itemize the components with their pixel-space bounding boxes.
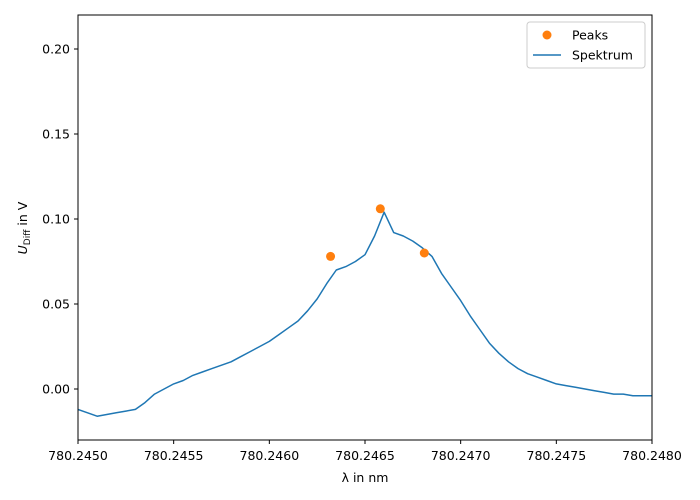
y-tick-label-1: 0.05	[42, 297, 70, 312]
y-axis-label-sub: Diff	[23, 229, 33, 245]
y-tick-label-2: 0.10	[42, 212, 70, 227]
y-tick-label-0: 0.00	[42, 382, 70, 397]
x-tick-label-2: 780.2460	[240, 448, 300, 463]
x-axis-label: λ in nm	[342, 470, 389, 485]
legend-spektrum-label: Spektrum	[572, 48, 633, 63]
legend-peaks-marker	[542, 30, 552, 40]
x-tick-label-3: 780.2465	[335, 448, 395, 463]
series-line-spektrum	[78, 211, 652, 417]
y-axis-label-rest: in V	[15, 201, 30, 229]
y-tick-label-4: 0.20	[42, 42, 70, 57]
x-tick-label-6: 780.2480	[622, 448, 682, 463]
legend-peaks-label: Peaks	[572, 28, 608, 43]
x-tick-label-5: 780.2475	[527, 448, 587, 463]
x-axis: 780.2450 780.2455 780.2460 780.2465 780.2470…	[48, 440, 682, 463]
x-tick-label-4: 780.2470	[431, 448, 491, 463]
peak-point-1	[326, 251, 336, 261]
plot-series	[78, 204, 652, 417]
y-axis: 0.00 0.05 0.10 0.15 0.20	[42, 42, 78, 397]
x-tick-label-1: 780.2455	[144, 448, 204, 463]
peak-point-3	[419, 248, 429, 258]
y-axis-label: UDiff in V	[15, 201, 33, 254]
peak-point-2	[375, 204, 385, 214]
legend-box	[526, 21, 646, 69]
legend: Peaks Spektrum	[526, 21, 646, 69]
x-tick-label-0: 780.2450	[48, 448, 108, 463]
y-axis-label-main: U	[15, 245, 30, 254]
y-tick-label-3: 0.15	[42, 127, 70, 142]
